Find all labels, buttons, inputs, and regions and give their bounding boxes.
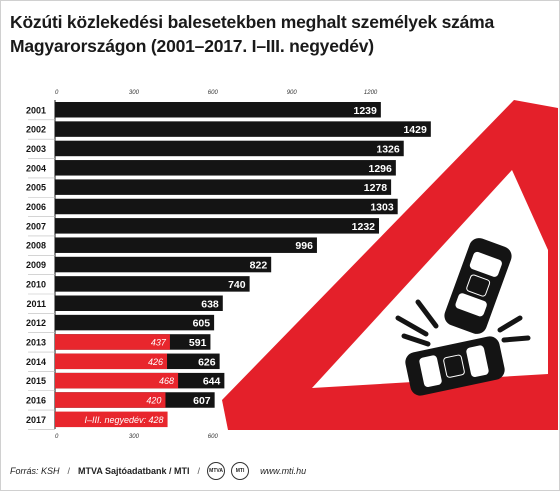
data-label-total: 822 (250, 260, 268, 272)
data-label-total: 644 (203, 376, 221, 388)
chart-title-line2: Magyarországon (2001–2017. I–III. negyed… (10, 36, 374, 56)
warning-triangle-inner (312, 170, 548, 388)
data-label-total: 1232 (352, 221, 376, 233)
data-label-total: 1239 (353, 105, 377, 117)
data-label-total: 1429 (403, 124, 427, 136)
bar-total (55, 218, 380, 234)
bar-total (55, 160, 396, 176)
data-label-total: 607 (193, 395, 211, 407)
data-label-partial: 437 (151, 337, 167, 347)
data-label-total: 605 (193, 318, 211, 330)
bar-partial (55, 353, 168, 370)
y-tick-label: 2009 (26, 260, 46, 270)
y-tick-label: 2004 (26, 163, 46, 173)
bar-total (55, 198, 398, 215)
data-label-total: 1303 (370, 202, 394, 214)
x-tick-label-top: 0 (55, 90, 59, 96)
agency-text: MTVA Sajtóadatbank / MTI (78, 466, 190, 476)
bar-total (55, 314, 215, 331)
y-tick-label: 2016 (26, 396, 46, 406)
data-label-partial: 426 (148, 357, 163, 367)
bar-total (55, 256, 272, 273)
x-tick-label-top: 1200 (364, 90, 378, 96)
bar-partial (55, 411, 168, 428)
y-tick-label: 2008 (26, 241, 46, 251)
y-tick-label: 2010 (26, 279, 46, 289)
bar-total (55, 295, 223, 311)
data-label-total: 740 (228, 279, 246, 291)
bar-total (55, 102, 381, 118)
y-tick-label: 2006 (26, 202, 46, 212)
data-label-partial: 420 (146, 396, 161, 406)
y-tick-label: 2003 (26, 144, 46, 154)
data-label-total: 996 (295, 240, 313, 252)
y-tick-label: 2011 (26, 299, 46, 309)
bar-partial (55, 392, 166, 408)
x-tick-label-top: 900 (287, 90, 298, 96)
bar-partial (55, 334, 170, 350)
y-tick-label: 2013 (26, 337, 46, 347)
bar-total (55, 121, 431, 137)
y-tick-label: 2001 (26, 105, 46, 115)
bar-partial (55, 372, 179, 389)
mti-logo: MTI (231, 462, 250, 480)
data-label-total: 1296 (368, 163, 392, 175)
warning-sign-illustration (222, 100, 558, 430)
y-tick-label: 2015 (26, 376, 46, 386)
data-label-total: 1326 (376, 143, 400, 155)
bar-total (55, 237, 317, 253)
data-label-partial: I–III. negyedév: 428 (85, 415, 164, 425)
y-tick-label: 2002 (26, 125, 46, 135)
y-tick-label: 2005 (26, 183, 46, 193)
footer: Forrás: KSH / MTVA Sajtóadatbank / MTI /… (10, 462, 306, 480)
y-tick-label: 2017 (26, 415, 46, 425)
x-tick-label-bottom: 0 (55, 434, 59, 440)
data-label-total: 1278 (364, 182, 388, 194)
bar-total (55, 179, 392, 195)
x-tick-label-bottom: 600 (208, 434, 219, 440)
car-crash-icon (395, 238, 531, 396)
chart-title-line1: Közúti közlekedési balesetekben meghalt … (10, 12, 495, 32)
bar-total (55, 276, 250, 292)
data-label-total: 638 (201, 298, 219, 310)
website-link[interactable]: www.mti.hu (260, 466, 307, 476)
bar-total (55, 140, 404, 157)
mtva-logo: MTVA (207, 462, 226, 480)
x-tick-label-bottom: 300 (129, 434, 140, 440)
x-tick-label-top: 600 (208, 90, 219, 96)
y-tick-label: 2012 (26, 318, 46, 328)
y-tick-label: 2007 (26, 221, 46, 231)
y-tick-label: 2014 (26, 357, 46, 367)
data-label-partial: 468 (159, 376, 174, 386)
data-label-total: 626 (198, 356, 216, 368)
data-label-total: 591 (189, 337, 207, 349)
x-tick-label-top: 300 (129, 90, 140, 96)
source-text: Forrás: KSH (10, 466, 60, 476)
